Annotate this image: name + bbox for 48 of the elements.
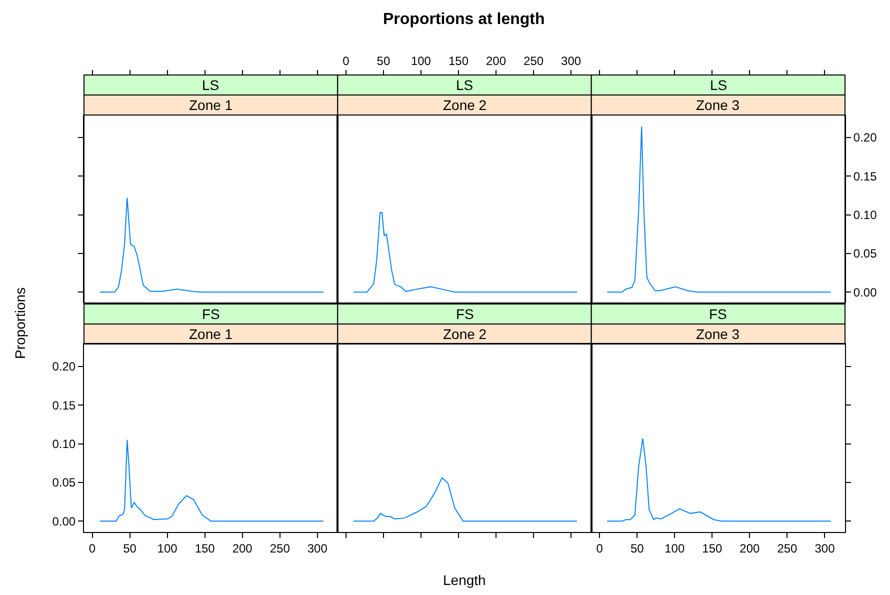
x-tick-label: 50 (630, 541, 644, 556)
chart-title: LS (710, 77, 728, 93)
text: Proportions at length (383, 11, 545, 28)
y-tick-label: 0.15 (52, 398, 76, 412)
x-tick-label: 150 (194, 541, 216, 556)
x-tick-label: 100 (157, 541, 178, 556)
x-tick-label: 50 (376, 54, 390, 68)
y-tick-label: 0.15 (853, 169, 878, 184)
x-axis-title: Length (443, 572, 486, 588)
x-tick-label: 0 (342, 54, 350, 68)
x-tick-label: 250 (270, 541, 290, 556)
chart-subtitle: Zone 1 (189, 97, 233, 113)
x-tick-label: 100 (664, 541, 685, 556)
y-tick-label: 0.00 (52, 514, 76, 528)
x-tick-label: 100 (410, 54, 432, 68)
chart-title: FS (709, 306, 727, 322)
x-tick-label: 250 (524, 54, 544, 68)
x-tick-label: 150 (702, 541, 722, 556)
line-series (606, 126, 832, 293)
line-series (99, 439, 324, 522)
chart-title: LS (456, 77, 474, 93)
y-tick-label: 0.05 (853, 246, 878, 261)
x-tick-label: 300 (561, 54, 582, 68)
x-tick-label: 200 (740, 541, 760, 556)
y-tick-label: 0.05 (52, 476, 76, 490)
chart-subtitle: Zone 3 (696, 326, 740, 342)
x-tick-label: 300 (814, 541, 836, 556)
y-tick-label: 0.20 (52, 360, 76, 374)
chart-title: LS (202, 77, 220, 93)
chart-subtitle: Zone 3 (696, 97, 740, 113)
chart-title: FS (456, 306, 474, 322)
y-tick-label: 0.20 (853, 130, 878, 145)
x-tick-label: 250 (777, 541, 798, 556)
x-tick-label: 150 (448, 54, 469, 68)
chart-subtitle: Zone 2 (443, 326, 487, 342)
chart-title: FS (202, 306, 220, 322)
y-tick-label: 0.00 (853, 285, 878, 300)
y-tick-label: 0.10 (853, 208, 878, 222)
x-tick-label: 0 (88, 541, 96, 556)
y-tick-label: 0.10 (52, 437, 76, 451)
chart-subtitle: Zone 1 (189, 326, 233, 342)
x-tick-label: 200 (232, 541, 253, 556)
x-tick-label: 0 (596, 541, 604, 556)
x-tick-label: 200 (486, 54, 506, 68)
chart-subtitle: Zone 2 (443, 97, 487, 113)
x-tick-label: 50 (123, 541, 137, 556)
x-tick-label: 300 (307, 541, 328, 556)
y-axis-title: Proportions (12, 287, 28, 359)
